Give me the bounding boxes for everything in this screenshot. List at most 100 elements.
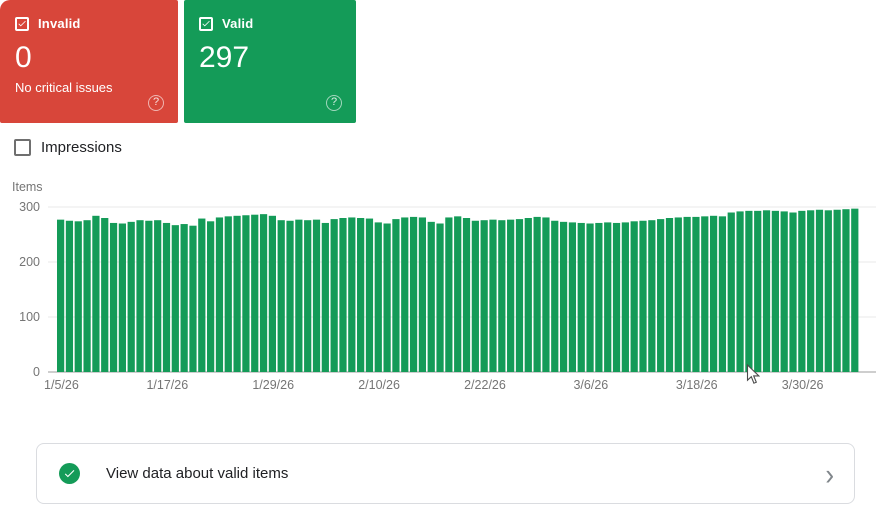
bar[interactable] [83, 220, 91, 372]
bar[interactable] [233, 215, 241, 372]
bar[interactable] [454, 216, 462, 372]
bar[interactable] [101, 218, 109, 372]
bar[interactable] [807, 210, 815, 372]
bar[interactable] [480, 220, 488, 372]
bar[interactable] [780, 211, 788, 372]
bar[interactable] [612, 222, 621, 372]
bar[interactable] [507, 219, 515, 372]
bar[interactable] [524, 218, 532, 372]
bar[interactable] [162, 222, 171, 372]
bar[interactable] [542, 217, 550, 372]
bar[interactable] [789, 212, 797, 373]
bar[interactable] [215, 217, 224, 372]
bar[interactable] [674, 217, 682, 372]
bar[interactable] [515, 219, 524, 372]
invalid-checkbox[interactable] [15, 16, 29, 31]
bar[interactable] [577, 222, 585, 372]
bar[interactable] [718, 216, 727, 372]
bar[interactable] [304, 220, 312, 372]
bar[interactable] [736, 211, 744, 372]
bar[interactable] [348, 217, 356, 372]
bar[interactable] [409, 216, 418, 372]
bar[interactable] [833, 209, 841, 372]
bar[interactable] [639, 220, 647, 372]
bar[interactable] [824, 210, 832, 372]
bar[interactable] [815, 209, 824, 372]
bar[interactable] [127, 221, 135, 372]
bar[interactable] [595, 222, 603, 372]
bar[interactable] [374, 222, 382, 372]
bar[interactable] [692, 216, 700, 372]
invalid-card[interactable]: Invalid 0 No critical issues ? [0, 0, 178, 123]
bar[interactable] [657, 219, 665, 372]
bar[interactable] [727, 212, 735, 373]
bar[interactable] [251, 214, 259, 372]
bar[interactable] [462, 218, 471, 372]
help-icon[interactable]: ? [326, 95, 342, 111]
bar[interactable] [339, 218, 347, 372]
bar[interactable] [604, 222, 612, 372]
impressions-checkbox[interactable] [14, 139, 31, 156]
bar[interactable] [392, 219, 400, 372]
bar[interactable] [295, 219, 303, 372]
help-icon[interactable]: ? [148, 95, 164, 111]
bar[interactable] [180, 224, 188, 372]
bar[interactable] [154, 220, 162, 372]
chevron-right-icon[interactable]: › [825, 456, 834, 491]
bar[interactable] [701, 216, 709, 372]
bar[interactable] [109, 222, 118, 372]
bar[interactable] [842, 209, 850, 372]
bar[interactable] [762, 210, 771, 372]
bar[interactable] [754, 210, 762, 372]
bar[interactable] [365, 218, 374, 372]
bar[interactable] [665, 218, 674, 372]
bar[interactable] [330, 219, 338, 372]
bar[interactable] [498, 220, 506, 372]
bar[interactable] [445, 217, 453, 372]
bar[interactable] [427, 221, 435, 372]
bar[interactable] [851, 208, 859, 372]
bar[interactable] [259, 214, 268, 372]
bar[interactable] [136, 220, 144, 372]
bar[interactable] [357, 218, 365, 372]
bar[interactable] [621, 222, 629, 372]
bar[interactable] [551, 220, 559, 372]
bar[interactable] [489, 219, 497, 372]
bar[interactable] [118, 223, 126, 373]
bar[interactable] [586, 223, 594, 373]
bar[interactable] [92, 215, 100, 372]
bar[interactable] [568, 222, 577, 372]
view-valid-items-card[interactable]: View data about valid items › [36, 443, 855, 504]
bar[interactable] [145, 220, 153, 372]
bar[interactable] [559, 221, 568, 372]
bar[interactable] [242, 215, 250, 372]
bar[interactable] [401, 217, 409, 372]
bar[interactable] [436, 223, 444, 373]
bar[interactable] [224, 216, 232, 372]
bar[interactable] [798, 210, 806, 372]
bar[interactable] [418, 217, 427, 372]
bar[interactable] [630, 221, 638, 372]
bar[interactable] [65, 220, 74, 372]
bar[interactable] [171, 225, 179, 372]
valid-card[interactable]: Valid 297 ? [184, 0, 356, 123]
bar[interactable] [207, 221, 215, 372]
bar[interactable] [189, 225, 197, 372]
bar[interactable] [286, 220, 294, 372]
bar[interactable] [771, 210, 779, 372]
bar[interactable] [74, 221, 82, 372]
bar[interactable] [383, 223, 391, 373]
bar[interactable] [745, 210, 753, 372]
valid-checkbox[interactable] [199, 16, 213, 31]
bar[interactable] [321, 222, 329, 372]
bar[interactable] [198, 218, 206, 372]
valid-items-bar-chart[interactable]: 0 100 200 300 1/5/26 1/17/26 1/29/26 2/10/26 2/2… [0, 194, 891, 412]
bar[interactable] [312, 219, 321, 372]
bar[interactable] [683, 216, 691, 372]
bar[interactable] [648, 220, 656, 372]
bar[interactable] [533, 216, 541, 372]
bar[interactable] [709, 215, 718, 372]
bar[interactable] [277, 220, 285, 372]
bar[interactable] [268, 215, 276, 372]
bar[interactable] [57, 219, 65, 372]
